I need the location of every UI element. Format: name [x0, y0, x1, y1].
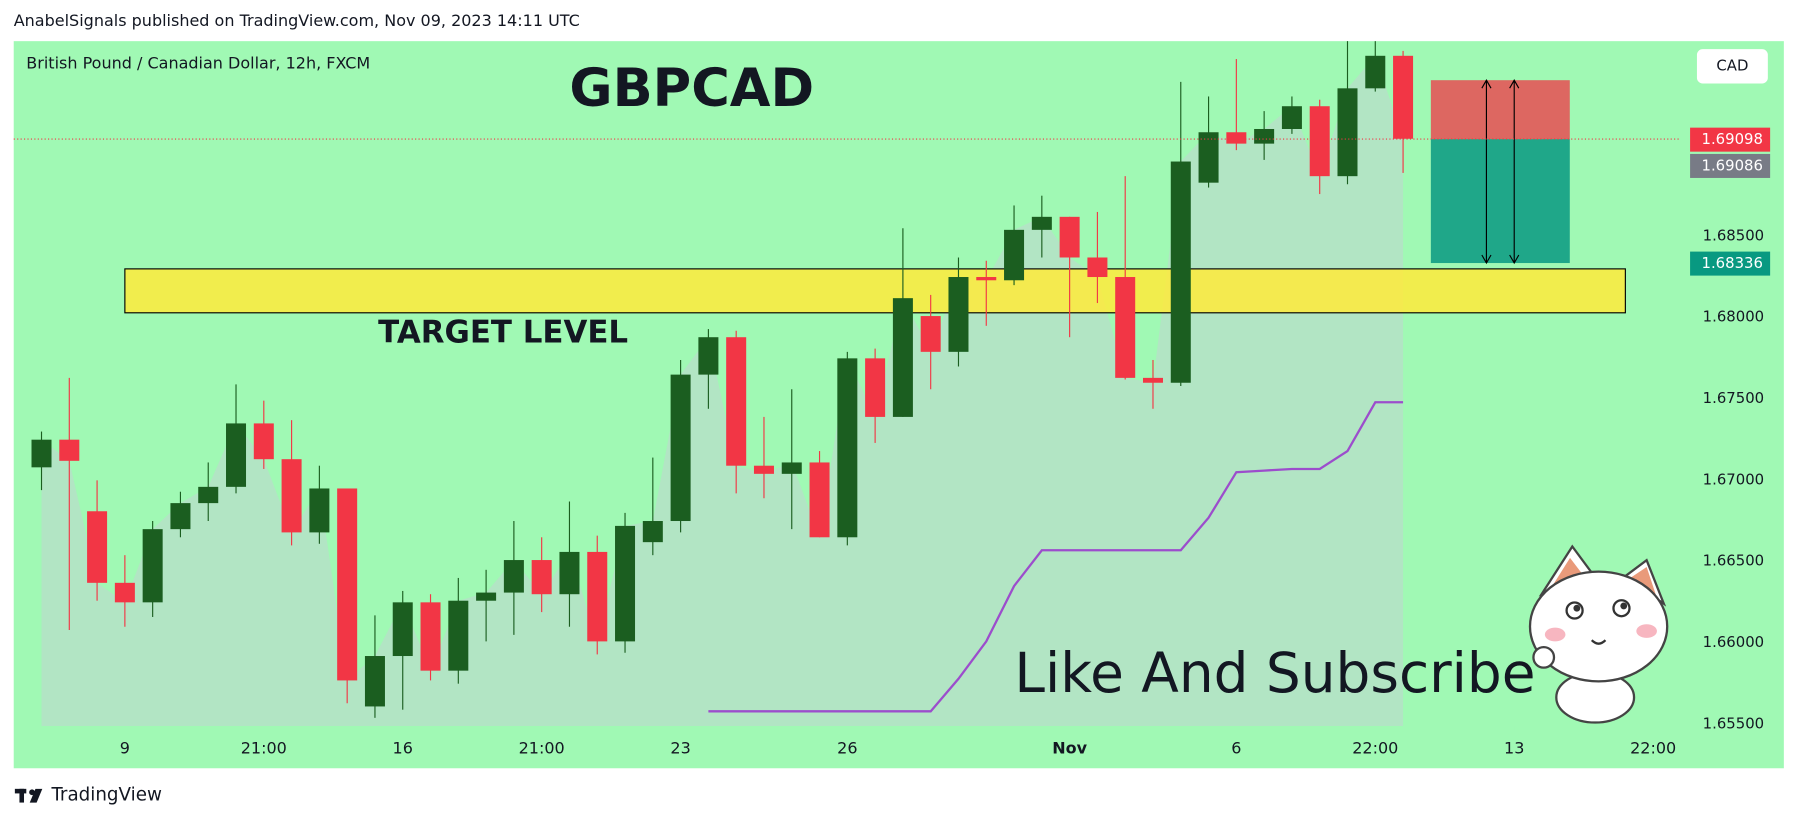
candle-body [226, 423, 247, 487]
candle-body [587, 551, 608, 642]
y-tick-label: 1.66000 [1703, 633, 1764, 651]
candle-body [531, 560, 552, 595]
like-subscribe-text: Like And Subscribe [1014, 641, 1535, 705]
x-tick-label: 13 [1504, 738, 1524, 757]
x-tick-label: 21:00 [519, 738, 565, 757]
candle-body [892, 298, 913, 417]
candle-body [1365, 55, 1386, 89]
candle-body [1281, 106, 1302, 129]
currency-label: CAD [1716, 56, 1748, 74]
profit-zone [1430, 139, 1570, 264]
y-tick-label: 1.65500 [1703, 714, 1764, 732]
stop-zone [1430, 80, 1570, 140]
y-tick-label: 1.67000 [1703, 470, 1764, 488]
candle-body [1059, 216, 1080, 258]
chart-title: GBPCAD [569, 58, 814, 119]
x-tick-label: 23 [670, 738, 690, 757]
candle-body [448, 600, 469, 671]
candle-body [948, 277, 969, 352]
candle-body [253, 423, 274, 460]
candle-body [698, 337, 719, 375]
candle-body [142, 529, 163, 603]
candle-body [476, 592, 497, 601]
price-label: 1.68336 [1702, 254, 1763, 272]
x-tick-label: Nov [1052, 738, 1087, 757]
candle-body [1337, 88, 1358, 177]
candle-body [920, 316, 941, 352]
cat-sticker [1528, 544, 1669, 724]
candle-body [1004, 229, 1025, 281]
price-label-box [1690, 127, 1771, 152]
position-arrow [1509, 79, 1520, 265]
candle-body [642, 521, 663, 543]
candle-body [31, 439, 52, 468]
publish-header: AnabelSignals published on TradingView.c… [14, 11, 580, 30]
price-label-box [1690, 251, 1771, 276]
candle-body [1087, 257, 1108, 278]
plot-area [13, 41, 1686, 731]
y-tick-label: 1.68000 [1703, 308, 1764, 326]
position-arrow [1481, 79, 1492, 265]
candle-body [337, 488, 358, 681]
target-zone [124, 268, 1626, 314]
x-tick-label: 22:00 [1630, 738, 1676, 757]
candle-body [170, 503, 191, 530]
candle-body [503, 560, 524, 593]
tradingview-logo [14, 788, 43, 803]
candle-body [281, 459, 302, 533]
candle-body [615, 525, 636, 642]
close-area [41, 55, 1404, 726]
x-tick-label: 26 [837, 738, 857, 757]
candle-body [781, 462, 802, 474]
candle-body [198, 486, 219, 504]
candle-body [420, 602, 441, 671]
candle-body [559, 551, 580, 595]
footer-brand: TradingView [50, 785, 162, 806]
x-tick-label: 6 [1231, 738, 1241, 757]
candle-body [364, 656, 385, 707]
candle-body [809, 462, 830, 538]
y-tick-label: 1.67500 [1703, 389, 1764, 407]
candle-body [1254, 128, 1275, 144]
price-label-box [1690, 153, 1771, 178]
candle-body [1393, 55, 1414, 139]
candle-body [837, 358, 858, 538]
target-zone-label: TARGET LEVEL [378, 314, 628, 350]
y-tick-label: 1.66500 [1703, 552, 1764, 570]
candle-body [1031, 216, 1052, 230]
candle-body [114, 582, 135, 603]
candle-body [392, 602, 413, 657]
price-label: 1.69086 [1702, 157, 1763, 175]
candle-body [59, 439, 80, 461]
symbol-description: British Pound / Canadian Dollar, 12h, FX… [26, 54, 370, 73]
candle-body [976, 277, 997, 281]
candle-body [1142, 377, 1163, 383]
y-tick-label: 1.68500 [1703, 226, 1764, 244]
candle-body [1309, 106, 1330, 177]
candle-body [1170, 161, 1191, 383]
candle-body [726, 337, 747, 466]
candle-body [1198, 132, 1219, 183]
x-tick-label: 21:00 [241, 738, 287, 757]
candle-body [1226, 132, 1247, 144]
candle-body [1115, 277, 1136, 378]
candle-body [753, 465, 774, 474]
price-label: 1.69098 [1702, 130, 1763, 148]
currency-button[interactable] [1696, 49, 1768, 84]
indicator-line [708, 401, 1404, 713]
x-tick-label: 16 [393, 738, 413, 757]
candle-body [670, 374, 691, 522]
x-tick-label: 9 [120, 738, 130, 757]
candle-body [865, 358, 886, 417]
candle-body [309, 488, 330, 533]
candle-body [87, 511, 108, 583]
x-tick-label: 22:00 [1352, 738, 1398, 757]
